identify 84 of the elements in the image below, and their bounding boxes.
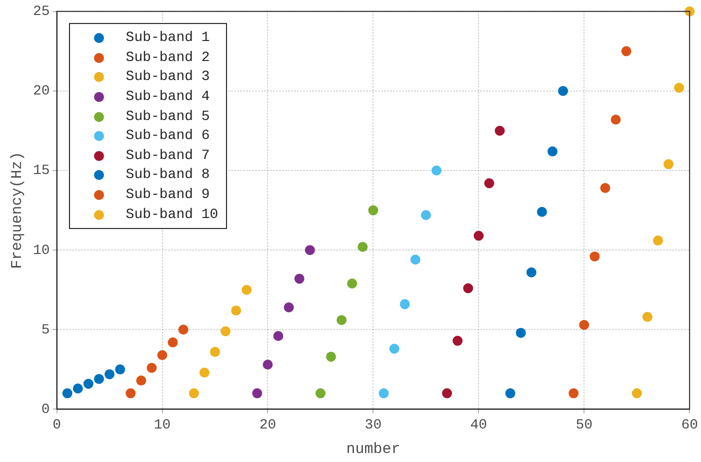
- legend-label: Sub-band 8: [126, 167, 210, 184]
- point: [126, 388, 136, 398]
- point: [294, 274, 304, 284]
- point: [104, 369, 115, 380]
- point: [326, 352, 336, 362]
- y-tick-label: 20: [32, 84, 50, 100]
- point: [484, 178, 494, 188]
- point: [168, 337, 178, 348]
- legend-label: Sub-band 5: [126, 108, 210, 125]
- point: [231, 306, 242, 316]
- x-tick-label: 60: [681, 417, 698, 434]
- x-tick-label: 10: [154, 417, 171, 434]
- point: [442, 388, 452, 398]
- point: [590, 251, 600, 262]
- x-tick-label: 50: [576, 417, 593, 434]
- point: [115, 364, 126, 374]
- x-tick-label: 20: [259, 417, 276, 434]
- point: [315, 388, 326, 398]
- point: [146, 362, 157, 373]
- point: [642, 312, 652, 322]
- point: [536, 206, 547, 217]
- point: [378, 388, 389, 398]
- point: [526, 267, 536, 278]
- point: [664, 159, 674, 170]
- point: [420, 210, 431, 220]
- point: [579, 320, 590, 330]
- point: [431, 166, 442, 176]
- point: [136, 376, 146, 386]
- legend-label: Sub-band 9: [126, 186, 210, 203]
- point: [400, 299, 410, 310]
- point: [652, 236, 663, 246]
- legend-label: Sub-band 1: [126, 30, 210, 46]
- y-tick-label: 10: [32, 242, 50, 259]
- point: [188, 388, 199, 398]
- x-tick-label: 0: [52, 417, 62, 434]
- point: [674, 82, 684, 93]
- point: [347, 278, 358, 288]
- y-axis-title: Frequency(Hz): [8, 152, 26, 269]
- legend-label: Sub-band 6: [126, 128, 210, 144]
- point: [252, 388, 262, 398]
- point: [157, 350, 168, 360]
- point: [505, 388, 516, 398]
- point: [558, 86, 568, 96]
- x-tick-label: 30: [364, 417, 382, 434]
- point: [242, 284, 252, 295]
- x-axis-title: number: [346, 440, 400, 458]
- point: [368, 205, 378, 216]
- point: [62, 388, 72, 398]
- point: [304, 245, 315, 256]
- point: [516, 328, 526, 338]
- point: [463, 283, 474, 294]
- point: [358, 242, 368, 252]
- point: [410, 254, 420, 265]
- point: [336, 315, 347, 326]
- legend-label: Sub-band 3: [126, 69, 210, 86]
- point: [600, 183, 610, 194]
- y-tick-label: 25: [32, 4, 50, 20]
- point: [632, 388, 642, 398]
- legend-label: Sub-band 10: [126, 206, 218, 223]
- point: [547, 146, 558, 156]
- point: [178, 324, 188, 335]
- point: [94, 374, 104, 384]
- point: [273, 331, 284, 342]
- point: [452, 336, 463, 346]
- legend-label: Sub-band 7: [126, 148, 210, 164]
- point: [83, 378, 94, 389]
- x-tick-label: 40: [470, 417, 488, 434]
- y-tick-label: 15: [32, 163, 50, 180]
- legend-label: Sub-band 2: [126, 50, 210, 66]
- point: [72, 384, 83, 394]
- point: [621, 46, 632, 56]
- point: [494, 126, 505, 136]
- point: [220, 326, 231, 336]
- point: [389, 344, 400, 354]
- point: [474, 230, 484, 241]
- point: [210, 346, 220, 357]
- y-tick-label: 5: [41, 322, 50, 338]
- point: [199, 368, 210, 378]
- point: [284, 302, 294, 312]
- y-tick-label: 0: [41, 402, 50, 418]
- legend-label: Sub-band 4: [126, 88, 210, 105]
- point: [568, 388, 579, 398]
- point: [610, 114, 621, 125]
- point: [262, 360, 273, 370]
